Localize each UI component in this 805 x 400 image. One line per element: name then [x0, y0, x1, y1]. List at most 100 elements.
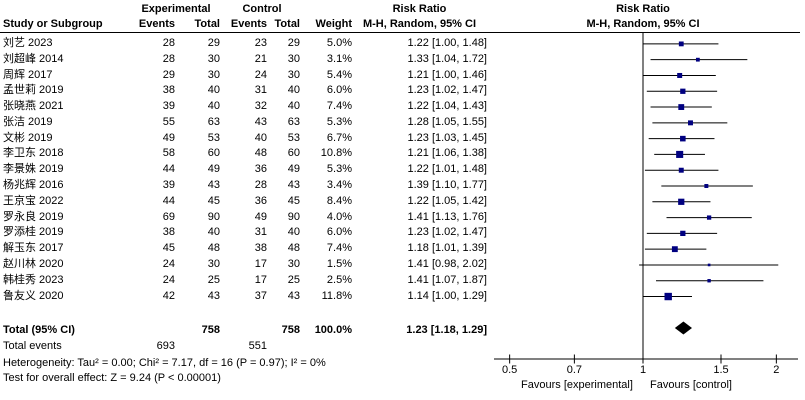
total-experimental-cell: 30: [207, 68, 220, 81]
events-experimental-cell: 24: [162, 273, 175, 286]
events-control-cell: 17: [254, 273, 267, 286]
total-experimental-cell: 40: [207, 226, 220, 239]
effect-square: [680, 135, 686, 142]
events-experimental-cell: 69: [162, 210, 175, 223]
control-group-header: Control: [242, 3, 282, 15]
total-experimental-cell: 43: [207, 179, 220, 192]
total-control-cell: 30: [287, 52, 300, 65]
study-table-body: 刘艺 2023 28 29 23 29 5.0% 1.22 [1.00, 1.48] 刘超峰 …: [0, 36, 487, 304]
events-experimental-cell: 39: [162, 100, 175, 113]
table-row: 解玉东 2017 45 48 38 48 7.4% 1.18 [1.01, 1.39]: [0, 241, 487, 257]
total-experimental-cell: 45: [207, 194, 220, 207]
weight-cell: 6.0%: [326, 226, 352, 239]
study-name: 王京宝 2022: [3, 194, 64, 207]
total-events-ctrl: 551: [248, 340, 267, 352]
weight-cell: 3.4%: [326, 179, 352, 192]
study-name: 罗添桂 2019: [3, 226, 64, 239]
study-name: 鲁友义 2020: [3, 289, 64, 302]
total-control-cell: 48: [287, 242, 300, 255]
events-experimental-cell: 28: [162, 52, 175, 65]
weight-cell: 5.3%: [326, 115, 352, 128]
risk-ratio-cell: 1.14 [1.00, 1.29]: [407, 289, 487, 302]
total-experimental-cell: 40: [207, 84, 220, 97]
total-experimental-cell: 43: [207, 289, 220, 302]
total-events-row: Total events 693 551: [0, 339, 487, 354]
risk-ratio-cell: 1.18 [1.01, 1.39]: [407, 242, 487, 255]
events-control-cell: 37: [254, 289, 267, 302]
effect-square: [678, 167, 684, 173]
total-experimental-cell: 30: [207, 257, 220, 270]
events-experimental-cell: 39: [162, 179, 175, 192]
effect-square: [680, 230, 686, 237]
table-row: 张晓燕 2021 39 40 32 40 7.4% 1.22 [1.04, 1.43]: [0, 99, 487, 115]
weight-cell: 2.5%: [326, 273, 352, 286]
events-control-cell: 40: [254, 131, 267, 144]
total-control-cell: 40: [287, 226, 300, 239]
events-control-cell: 43: [254, 115, 267, 128]
weight-cell: 5.0%: [326, 37, 352, 49]
total-control-cell: 53: [287, 131, 300, 144]
events-control-cell: 31: [254, 226, 267, 239]
risk-ratio-cell: 1.22 [1.04, 1.43]: [407, 100, 487, 113]
table-row: 李景姝 2019 44 49 36 49 5.3% 1.22 [1.01, 1.48]: [0, 162, 487, 178]
total-events-exp-blank: [130, 322, 175, 338]
total-experimental-cell: 25: [207, 273, 220, 286]
table-row: 赵川林 2020 24 30 17 30 1.5% 1.41 [0.98, 2.02]: [0, 257, 487, 273]
effect-square: [678, 198, 685, 205]
risk-ratio-cell: 1.21 [1.00, 1.46]: [407, 68, 487, 81]
events-experimental-header: Events: [138, 18, 175, 30]
events-control-cell: 32: [254, 100, 267, 113]
table-row: 孟世莉 2019 38 40 31 40 6.0% 1.23 [1.02, 1.47]: [0, 83, 487, 99]
table-row: 鲁友义 2020 42 43 37 43 11.8% 1.14 [1.00, 1.29]: [0, 289, 487, 305]
effect-square: [707, 279, 711, 283]
total-rr-text: 1.23 [1.18, 1.29]: [406, 324, 487, 336]
axis-tick-label: 0.7: [566, 364, 583, 376]
weight-cell: 6.7%: [326, 131, 352, 144]
total-control-cell: 45: [287, 194, 300, 207]
total-total-ctrl: 758: [281, 324, 300, 336]
total-control-cell: 30: [287, 68, 300, 81]
risk-ratio-cell: 1.21 [1.06, 1.38]: [407, 147, 487, 160]
study-name: 李景姝 2019: [3, 163, 64, 176]
weight-cell: 1.5%: [326, 257, 352, 270]
total-experimental-cell: 29: [207, 37, 220, 49]
table-row: 刘艺 2023 28 29 23 29 5.0% 1.22 [1.00, 1.48]: [0, 36, 487, 52]
overall-effect-text: Test for overall effect: Z = 9.24 (P < 0…: [3, 372, 221, 384]
total-experimental-cell: 60: [207, 147, 220, 160]
total-experimental-cell: 53: [207, 131, 220, 144]
study-name: 孟世莉 2019: [3, 84, 64, 97]
risk-ratio-cell: 1.23 [1.02, 1.47]: [407, 226, 487, 239]
risk-ratio-cell: 1.22 [1.00, 1.48]: [407, 37, 487, 49]
effect-square: [678, 41, 684, 47]
total-experimental-header: Total: [194, 18, 220, 30]
events-control-cell: 36: [254, 194, 267, 207]
experimental-group-header: Experimental: [141, 3, 211, 15]
table-row: 王京宝 2022 44 45 36 45 8.4% 1.22 [1.05, 1.42]: [0, 194, 487, 210]
study-name: 解玉东 2017: [3, 242, 64, 255]
events-experimental-cell: 38: [162, 84, 175, 97]
total-experimental-cell: 48: [207, 242, 220, 255]
effect-square: [676, 150, 684, 158]
events-experimental-cell: 24: [162, 257, 175, 270]
effect-square: [680, 88, 686, 94]
events-control-cell: 49: [254, 210, 267, 223]
total-experimental-cell: 63: [207, 115, 220, 128]
total-control-cell: 30: [287, 257, 300, 270]
total-events-exp: 693: [156, 340, 175, 352]
total-control-cell: 90: [287, 210, 300, 223]
total-control-cell: 49: [287, 163, 300, 176]
total-control-cell: 40: [287, 100, 300, 113]
favours-control-label: Favours [control]: [650, 379, 732, 391]
events-experimental-cell: 28: [162, 37, 175, 49]
risk-ratio-plot-title: Risk Ratio: [616, 3, 670, 15]
risk-ratio-method-header: M-H, Random, 95% CI: [362, 18, 477, 30]
study-name: 赵川林 2020: [3, 257, 64, 270]
risk-ratio-cell: 1.41 [1.07, 1.87]: [407, 273, 487, 286]
effect-square: [671, 246, 678, 253]
total-experimental-cell: 90: [207, 210, 220, 223]
study-name: 刘超峰 2014: [3, 52, 64, 65]
total-control-cell: 25: [287, 273, 300, 286]
total-total-exp: 758: [201, 324, 220, 336]
events-experimental-cell: 58: [162, 147, 175, 160]
total-weight: 100.0%: [314, 324, 352, 336]
